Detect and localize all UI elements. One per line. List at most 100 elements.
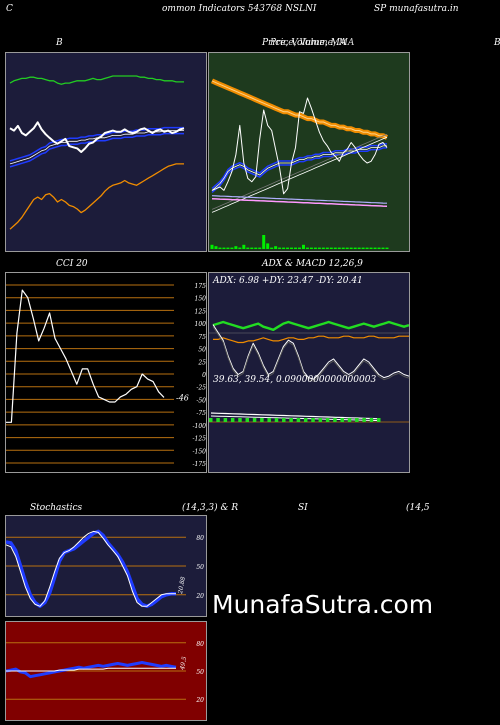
volume-bar — [341, 247, 345, 249]
ma-mid-line-b — [211, 143, 387, 189]
cci-tick-label: 0 — [202, 372, 206, 379]
pink-band-a — [211, 197, 388, 207]
ma-long-line — [210, 78, 388, 140]
price-panel — [208, 52, 410, 252]
volume-bar — [301, 244, 305, 249]
bb-lower-line — [9, 163, 184, 230]
macd-histogram-bar — [303, 418, 308, 422]
volume-bar — [357, 247, 361, 249]
stoch-label-left: Stochastics — [30, 503, 83, 513]
rsi-tick-label: 80 — [196, 641, 204, 648]
adx-line — [212, 324, 409, 380]
stochastics-panel: 80 50 20 20.88 — [5, 515, 207, 617]
macd-histogram-bar — [209, 418, 213, 422]
stoch-tick-label: 20 — [195, 593, 204, 600]
volume-bar — [254, 247, 258, 249]
macd-histogram-bar — [216, 418, 220, 422]
cci-tick-label: 125 — [195, 308, 206, 315]
volume-bar — [353, 247, 357, 249]
volume-bar — [274, 246, 278, 249]
volume-bar — [321, 247, 325, 249]
rsi-signal-line — [6, 667, 176, 672]
price-line — [211, 97, 388, 195]
stoch-label-right: (14,5 — [406, 503, 430, 513]
volume-bar — [369, 247, 373, 249]
bollinger-panel — [5, 52, 207, 252]
volume-bar — [282, 247, 286, 249]
volume-bar — [270, 247, 274, 249]
minus-di-line — [213, 335, 409, 344]
adx-shadow-line — [212, 326, 409, 382]
volume-bar — [337, 247, 341, 249]
rsi-tick-label: 50 — [196, 669, 204, 676]
right-edge-label: B — [494, 38, 500, 48]
volume-bar — [313, 247, 317, 249]
adx-label: ADX & MACD 12,26,9 — [262, 259, 363, 269]
watermark: MunafaSutra.com — [212, 590, 434, 619]
macd-histogram-bar — [282, 418, 286, 422]
macd-histogram-bar — [362, 418, 366, 422]
cci-tick-label: -100 — [193, 423, 206, 430]
macd-histogram-bar — [369, 418, 374, 422]
macd-histogram-bar — [377, 418, 381, 422]
cci-tick-label: 100 — [195, 321, 206, 328]
cci-tick-label: 75 — [198, 334, 206, 341]
volume-bar — [381, 247, 385, 249]
volume-bar — [345, 247, 349, 249]
macd-line — [210, 412, 380, 420]
cci-tick-label: 50 — [198, 347, 206, 354]
cci-tick-label: -125 — [193, 436, 206, 443]
volume-bar — [385, 247, 389, 249]
rsi-value-label: 49.5 — [179, 656, 188, 672]
stoch-tick-label: 80 — [196, 535, 204, 542]
ma-short-line-b — [211, 133, 388, 210]
rsi-chart: 80 50 20 49.5 — [6, 641, 204, 704]
cci-tick-label: -50 — [196, 397, 206, 404]
volume-bar — [246, 247, 250, 249]
macd-readout: 39.63, 39.54, 0.0900000000000003 — [213, 375, 377, 385]
cci-value-label: -46 — [176, 393, 189, 402]
volume-bar — [210, 244, 214, 249]
macd-histogram-bar — [238, 418, 242, 422]
volume-bar — [286, 247, 290, 249]
stoch-label-mid: (14,3,3) & R — [182, 503, 239, 513]
macd-histogram-bar — [274, 418, 279, 422]
volume-bar — [226, 247, 230, 249]
header-title: ommon Indicators 543768 NSLNI — [162, 4, 317, 14]
cci-line — [6, 289, 165, 423]
volume-bar — [214, 246, 218, 249]
macd-histogram-bar — [325, 418, 330, 422]
cci-chart: 175 150 125 100 75 50 25 0 -25 -50 -75 -100 -125 -150… — [6, 283, 206, 468]
volume-bar — [309, 247, 313, 249]
volume-bar — [373, 247, 377, 249]
volume-bar — [349, 247, 353, 249]
plus-di-line — [212, 320, 409, 331]
adx-readout: ADX: 6.98 +DY: 23.47 -DY: 20.41 — [213, 276, 363, 286]
rsi-line — [6, 661, 177, 679]
adx-macd-chart — [209, 320, 409, 423]
price-label-overlap: Price, Volume, MA — [270, 38, 355, 48]
header-left-char: C — [6, 4, 13, 14]
macd-histogram-bar — [311, 418, 315, 422]
cci-tick-label: -75 — [196, 410, 206, 417]
bb-price-line — [9, 121, 185, 153]
cci-panel: 175 150 125 100 75 50 25 0 -25 -50 -75 -100 -125 -150… — [5, 272, 207, 473]
cci-tick-label: -175 — [193, 461, 206, 468]
macd-histogram-bar — [245, 418, 250, 422]
cci-tick-label: -25 — [196, 385, 206, 392]
macd-histogram-bar — [252, 418, 257, 422]
header-site: SP munafasutra.in — [374, 4, 459, 14]
cci-tick-label: -150 — [193, 448, 206, 455]
rsi-panel: 80 50 20 49.5 — [5, 621, 207, 721]
volume-bar — [262, 235, 266, 249]
stoch-tick-label: 50 — [196, 564, 204, 571]
volume-bar — [222, 247, 226, 249]
volume-bar — [218, 247, 222, 249]
volume-bar — [305, 247, 309, 249]
cci-label: CCI 20 — [56, 259, 88, 269]
stoch-label-si: SI — [298, 503, 308, 513]
volume-bar — [377, 247, 381, 249]
volume-bar — [361, 247, 365, 249]
cci-tick-label: 25 — [197, 359, 206, 366]
bb-middle-line-upper — [9, 126, 184, 162]
